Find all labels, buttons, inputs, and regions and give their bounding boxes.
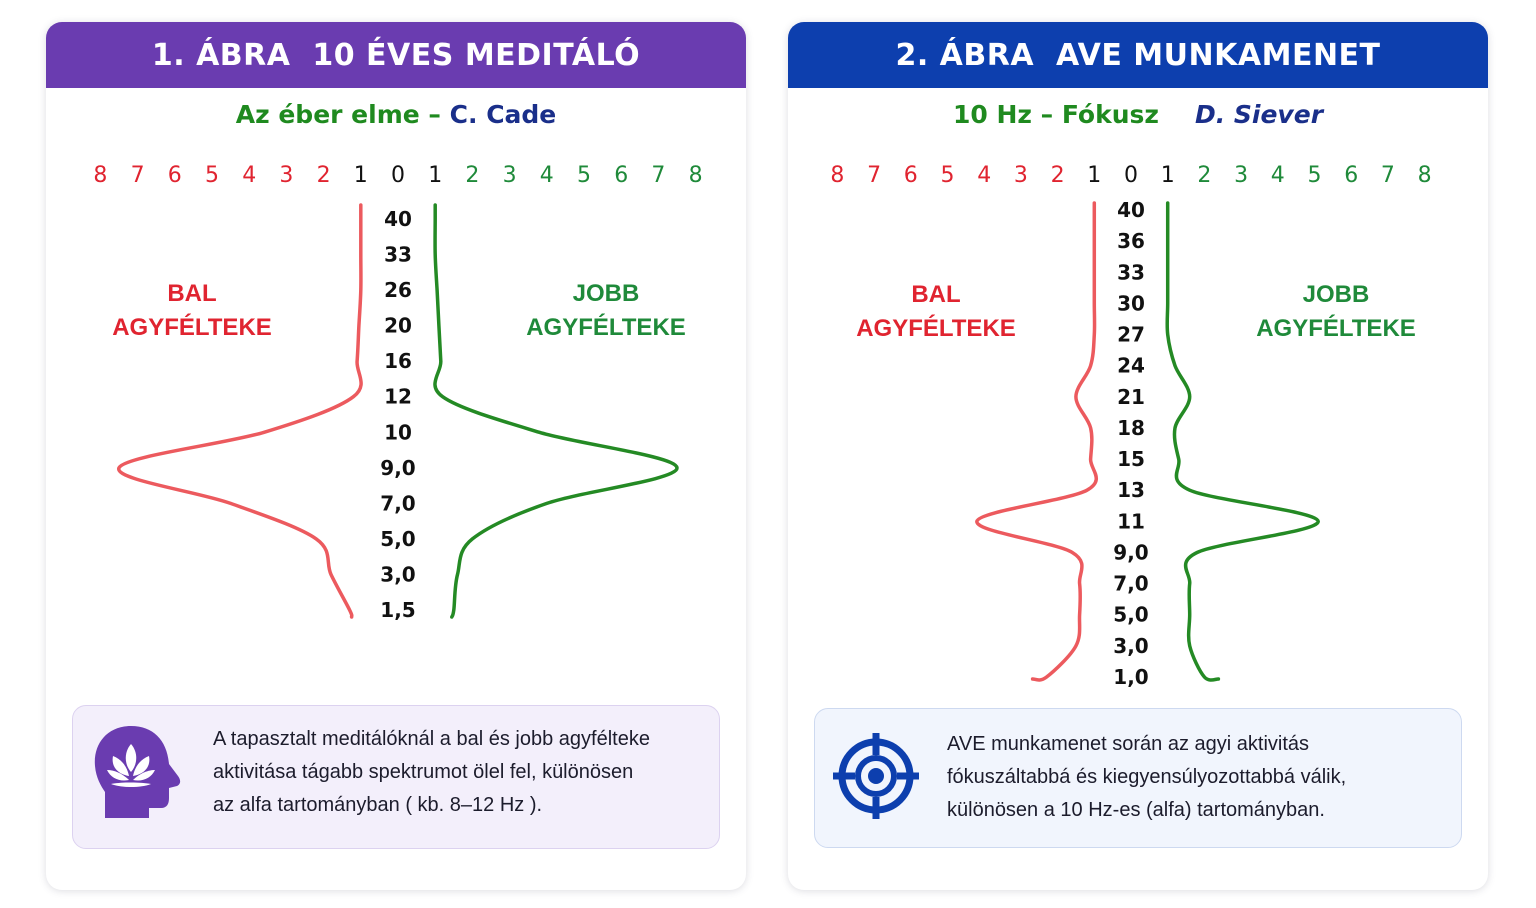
left-hemisphere-label: BAL [911, 281, 960, 308]
panel-subtitle: 10 Hz – Fókusz D. Siever [788, 100, 1488, 129]
frequency-label: 24 [1117, 354, 1145, 378]
left-hemisphere-label: AGYFÉLTEKE [112, 313, 272, 341]
subtitle-main: 10 Hz – Fókusz [952, 100, 1159, 129]
scale-tick-label: 1 [1087, 163, 1101, 188]
frequency-label: 13 [1117, 478, 1145, 502]
info-line: A tapasztalt meditálóknál a bal és jobb … [213, 728, 650, 750]
panel-header: 2. ÁBRA AVE MUNKAMENET [788, 22, 1488, 88]
scale-tick-label: 6 [614, 163, 628, 188]
info-line: különösen a 10 Hz-es (alfa) tartományban… [947, 799, 1325, 821]
scale-tick-label: 6 [168, 163, 182, 188]
frequency-label: 20 [384, 314, 412, 338]
spectrum-chart: 8 7 6 5 4 3 2 1 0 1 2 3 4 5 6 7 8403326201612109,07,05,0… [93, 163, 703, 622]
scale-tick-label: 7 [651, 163, 665, 188]
frequency-label: 3,0 [380, 562, 415, 586]
spectrum-chart: 8 7 6 5 4 3 2 1 0 1 2 3 4 5 6 7 840363330272421181513119… [830, 163, 1432, 689]
right-hemisphere-label: JOBB [1303, 281, 1370, 308]
scale-tick-label: 8 [830, 163, 844, 188]
right-hemisphere-label: JOBB [573, 280, 640, 307]
scale-tick-label: 6 [1344, 163, 1358, 188]
info-line: az alfa tartományban ( kb. 8–12 Hz ). [213, 794, 543, 816]
left-hemisphere-label: AGYFÉLTEKE [856, 314, 1016, 342]
right-hemisphere-label: AGYFÉLTEKE [1256, 314, 1416, 342]
scale-tick-label: 8 [93, 163, 107, 188]
frequency-label: 7,0 [380, 491, 415, 515]
info-box: A tapasztalt meditálóknál a bal és jobb … [72, 705, 720, 849]
frequency-label: 1,5 [380, 598, 415, 622]
scale-tick-label: 4 [540, 163, 554, 188]
target-icon [831, 731, 921, 825]
frequency-label: 1,0 [1113, 665, 1148, 689]
right-hemisphere-curve [1165, 201, 1320, 682]
scale-tick-label: 3 [1234, 163, 1248, 188]
frequency-label: 26 [384, 278, 412, 302]
scale-tick-label: 2 [1051, 163, 1065, 188]
frequency-label: 33 [1117, 260, 1145, 284]
frequency-label: 27 [1117, 323, 1145, 347]
scale-tick-label: 1 [354, 163, 368, 188]
frequency-label: 9,0 [1113, 540, 1148, 564]
frequency-label: 40 [1117, 198, 1145, 222]
right-hemisphere-curve [433, 203, 679, 619]
scale-tick-label: 4 [1271, 163, 1285, 188]
info-text: AVE munkamenet során az agyi aktivitás f… [947, 728, 1437, 827]
info-text: A tapasztalt meditálóknál a bal és jobb … [213, 723, 693, 822]
frequency-label: 5,0 [380, 527, 415, 551]
scale-tick-label: 1 [1161, 163, 1175, 188]
info-line: fókuszáltabbá és kiegyensúlyozottabbá vá… [947, 766, 1347, 788]
frequency-label: 40 [384, 207, 412, 231]
figure-panel-2: 2. ÁBRA AVE MUNKAMENET 10 Hz – Fókusz D. … [788, 22, 1488, 890]
scale-tick-label: 7 [1381, 163, 1395, 188]
subtitle-author: D. Siever [1194, 100, 1324, 129]
scale-tick-label: 5 [577, 163, 591, 188]
scale-tick-label: 5 [1308, 163, 1322, 188]
scale-tick-label: 7 [867, 163, 881, 188]
frequency-label: 15 [1117, 447, 1145, 471]
scale-tick-label: 0 [391, 163, 405, 188]
scale-tick-label: 1 [428, 163, 442, 188]
scale-tick-label: 5 [941, 163, 955, 188]
frequency-label: 11 [1117, 509, 1145, 533]
scale-tick-label: 8 [689, 163, 703, 188]
scale-tick-label: 0 [1124, 163, 1138, 188]
left-hemisphere-label: BAL [167, 280, 216, 307]
scale-tick-label: 5 [205, 163, 219, 188]
lotus-head-icon [93, 724, 181, 828]
scale-tick-label: 8 [1418, 163, 1432, 188]
scale-tick-label: 4 [977, 163, 991, 188]
frequency-label: 3,0 [1113, 634, 1148, 658]
scale-tick-label: 3 [503, 163, 517, 188]
frequency-label: 18 [1117, 416, 1145, 440]
scale-tick-label: 6 [904, 163, 918, 188]
subtitle-author: C. Cade [449, 100, 557, 129]
scale-tick-label: 4 [242, 163, 256, 188]
right-hemisphere-label: AGYFÉLTEKE [526, 313, 686, 341]
scale-tick-label: 2 [317, 163, 331, 188]
frequency-label: 30 [1117, 291, 1145, 315]
figure-panel-1: 1. ÁBRA 10 ÉVES MEDITÁLÓ Az éber elme – … [46, 22, 746, 890]
left-hemisphere-curve [117, 203, 363, 619]
panel-subtitle: Az éber elme – C. Cade [46, 100, 746, 129]
info-line: aktivitása tágabb spektrumot ölel fel, k… [213, 761, 634, 783]
left-hemisphere-curve [975, 201, 1099, 682]
frequency-label: 16 [384, 349, 412, 373]
frequency-label: 9,0 [380, 456, 415, 480]
scale-tick-label: 2 [1197, 163, 1211, 188]
frequency-label: 21 [1117, 385, 1145, 409]
frequency-label: 7,0 [1113, 572, 1148, 596]
frequency-label: 12 [384, 385, 412, 409]
scale-tick-label: 7 [131, 163, 145, 188]
info-line: AVE munkamenet során az agyi aktivitás [947, 733, 1310, 755]
frequency-label: 10 [384, 420, 412, 444]
frequency-label: 36 [1117, 229, 1145, 253]
frequency-label: 5,0 [1113, 603, 1148, 627]
info-box: AVE munkamenet során az agyi aktivitás f… [814, 708, 1462, 848]
panel-header: 1. ÁBRA 10 ÉVES MEDITÁLÓ [46, 22, 746, 88]
frequency-label: 33 [384, 243, 412, 267]
scale-tick-label: 3 [279, 163, 293, 188]
scale-tick-label: 3 [1014, 163, 1028, 188]
subtitle-main: Az éber elme – [235, 100, 441, 129]
scale-tick-label: 2 [465, 163, 479, 188]
